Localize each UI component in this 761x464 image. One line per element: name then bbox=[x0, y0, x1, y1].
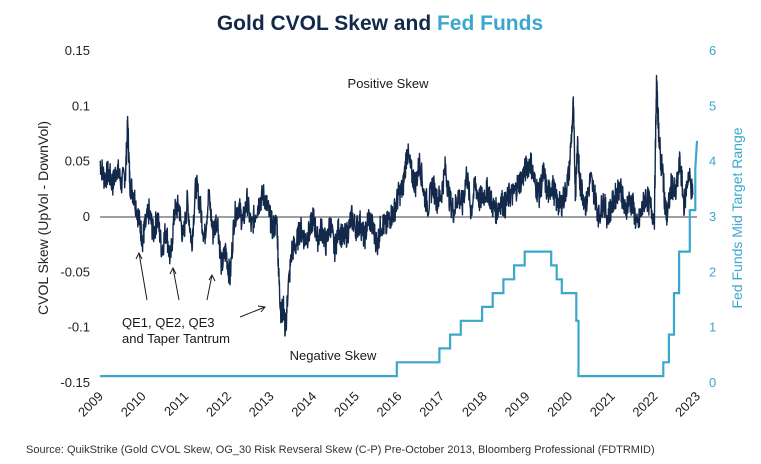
qe1-arrowhead bbox=[135, 251, 143, 260]
chart-title: Gold CVOL Skew and Fed Funds bbox=[217, 12, 543, 35]
y-axis-label: CVOL Skew (UpVol - DownVol) bbox=[35, 121, 51, 315]
qe-label-line1: QE1, QE2, QE3 bbox=[122, 315, 215, 330]
qe2-arrowhead bbox=[169, 266, 177, 275]
x-tick-label: 2023 bbox=[672, 389, 703, 420]
chart: Gold CVOL Skew and Fed Funds 0.15 0.1 0.05… bbox=[35, 12, 745, 420]
y2-tick-label: 6 bbox=[709, 43, 716, 58]
x-tick-label: 2014 bbox=[288, 389, 319, 420]
x-tick-label: 2015 bbox=[331, 389, 362, 420]
taper-arrow bbox=[239, 306, 266, 318]
y2-tick-label: 1 bbox=[709, 320, 716, 335]
y-tick-label: -0.15 bbox=[60, 375, 90, 390]
y2-tick-label: 3 bbox=[709, 209, 716, 224]
qe3-arrowhead bbox=[208, 273, 216, 282]
x-tick-label: 2016 bbox=[374, 389, 405, 420]
y-tick-label: 0.1 bbox=[72, 98, 90, 113]
y2-tick-label: 4 bbox=[709, 154, 716, 169]
x-tick-label: 2011 bbox=[161, 389, 191, 419]
x-tick-label: 2012 bbox=[203, 389, 234, 420]
qe1-arrow bbox=[138, 252, 148, 301]
x-tick-label: 2010 bbox=[118, 389, 149, 420]
x-tick-label: 2021 bbox=[587, 389, 618, 420]
y2-tick-label: 2 bbox=[709, 264, 716, 279]
qe2-arrow bbox=[172, 267, 180, 301]
y2-tick-label: 0 bbox=[709, 375, 716, 390]
x-tick-label: 2019 bbox=[501, 389, 532, 420]
source-note: Source: QuikStrike (Gold CVOL Skew, OG_3… bbox=[26, 444, 655, 456]
y-tick-label: 0.05 bbox=[65, 154, 90, 169]
x-tick-label: 2022 bbox=[629, 389, 660, 420]
taper-arrowhead bbox=[257, 305, 266, 313]
qe-label-line2: and Taper Tantrum bbox=[122, 331, 230, 346]
y-tick-label: 0 bbox=[83, 209, 90, 224]
y2-tick-label: 5 bbox=[709, 98, 716, 113]
series-layer bbox=[99, 74, 699, 378]
x-tick-label: 2020 bbox=[544, 389, 575, 420]
chart-title-part1: Gold CVOL Skew and bbox=[217, 12, 437, 35]
qe3-arrow bbox=[206, 274, 213, 301]
x-tick-label: 2013 bbox=[246, 389, 277, 420]
x-tick-label: 2017 bbox=[416, 389, 447, 420]
fed-funds-line bbox=[100, 140, 699, 378]
negative-skew-label: Negative Skew bbox=[290, 348, 377, 363]
x-tick-label: 2018 bbox=[459, 389, 490, 420]
y2-axis-label: Fed Funds Mid Target Range bbox=[729, 127, 745, 308]
y-tick-label: -0.1 bbox=[68, 320, 90, 335]
y-tick-label: 0.15 bbox=[65, 43, 90, 58]
x-tick-label: 2009 bbox=[75, 389, 106, 420]
qe-arrows bbox=[135, 251, 266, 318]
chart-title-part2: Fed Funds bbox=[437, 12, 543, 35]
gold-cvol-skew-line bbox=[99, 74, 694, 337]
positive-skew-label: Positive Skew bbox=[348, 76, 430, 91]
y-tick-label: -0.05 bbox=[60, 264, 90, 279]
